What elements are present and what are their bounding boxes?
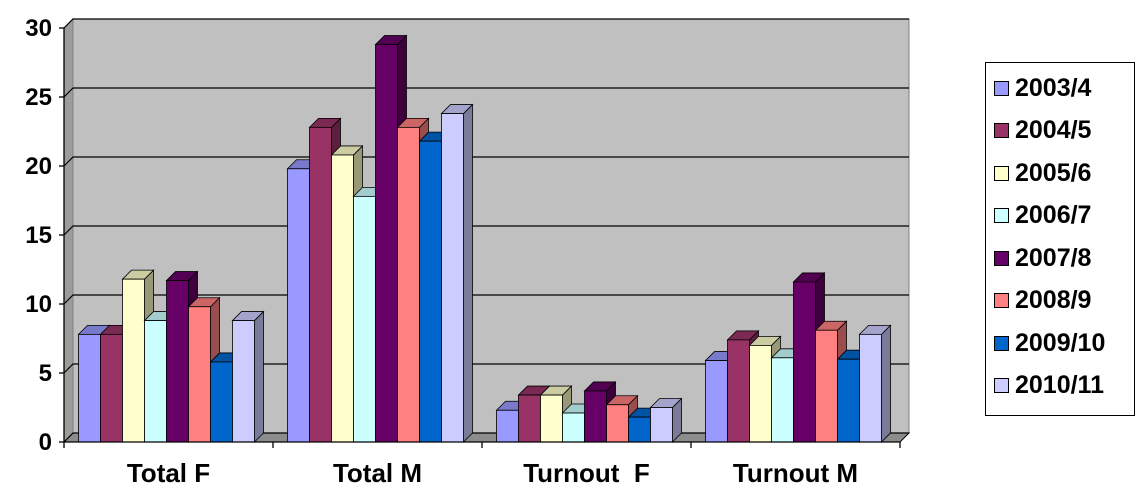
legend-item: 2006/7	[994, 201, 1091, 231]
legend-item: 2008/9	[994, 286, 1091, 316]
bar	[649, 397, 683, 443]
y-tick-label: 20	[25, 153, 52, 180]
gridline	[63, 225, 909, 236]
legend-swatch	[994, 80, 1009, 96]
y-tick-label: 15	[25, 222, 52, 249]
legend-item: 2007/8	[994, 243, 1091, 273]
x-category-label: Total F	[127, 458, 210, 488]
bar	[440, 103, 474, 443]
bar	[605, 394, 639, 443]
legend-swatch	[994, 378, 1009, 393]
legend-swatch	[994, 123, 1009, 138]
y-tick-label: 30	[25, 15, 52, 42]
legend-item: 2010/11	[994, 371, 1104, 401]
x-category-label: Turnout F	[523, 458, 650, 488]
legend-item: 2004/5	[994, 116, 1091, 146]
legend-swatch	[994, 165, 1009, 181]
legend: 2003/4 2004/5 2005/6 2006/7 2007/8 2008/9 2009…	[985, 62, 1135, 416]
x-category-label: Turnout M	[733, 458, 858, 488]
bars-group	[77, 34, 892, 443]
gridline	[63, 87, 909, 98]
gridline	[63, 18, 909, 29]
legend-swatch	[994, 208, 1009, 223]
y-tick-labels: 0 5 10 15 20 25 30	[25, 15, 52, 456]
legend-label: 2009/10	[1015, 328, 1106, 357]
legend-label: 2006/7	[1015, 201, 1092, 229]
y-tick-label: 25	[25, 84, 52, 111]
bar	[858, 324, 892, 443]
legend-swatch	[994, 250, 1009, 266]
legend-item: 2005/6	[994, 158, 1091, 188]
y-tick-label: 0	[39, 429, 52, 456]
legend-swatch	[994, 293, 1009, 308]
bar	[231, 310, 265, 443]
axes	[59, 27, 901, 448]
legend-item: 2003/4	[994, 73, 1091, 103]
legend-label: 2008/9	[1015, 286, 1092, 314]
x-category-label: Total M	[333, 458, 422, 488]
bar-chart: 0 5 10 15 20 25 30 Total F Total M Turnout F Turn…	[25, 15, 911, 488]
gridline	[63, 294, 909, 305]
gridline	[63, 363, 909, 374]
gridlines	[63, 18, 909, 443]
y-tick-label: 5	[39, 360, 52, 387]
x-category-labels: Total F Total M Turnout F Turnout M	[127, 458, 858, 488]
legend-item: 2009/10	[994, 328, 1105, 358]
legend-label: 2003/4	[1015, 73, 1092, 102]
legend-label: 2005/6	[1015, 158, 1092, 187]
legend-label: 2004/5	[1015, 116, 1092, 144]
legend-label: 2007/8	[1015, 243, 1092, 272]
y-tick-label: 10	[25, 291, 52, 318]
gridline	[63, 156, 909, 167]
legend-swatch	[994, 335, 1009, 351]
legend-label: 2010/11	[1015, 371, 1104, 399]
